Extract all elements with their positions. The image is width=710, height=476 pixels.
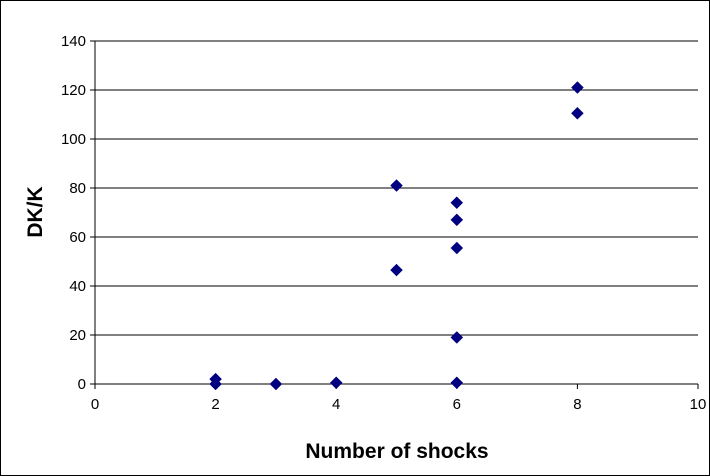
data-point [571,81,584,94]
data-point [390,263,403,277]
x-tick-label: 2 [211,396,219,413]
data-point [450,241,464,255]
x-tick-label: 0 [91,396,99,413]
gridlines [95,40,698,336]
data-point [269,377,283,391]
data-point [450,376,464,390]
data-point [450,331,464,344]
y-tick-label: 0 [78,376,86,393]
data-point [329,376,343,390]
x-tick-label: 10 [690,396,707,413]
axes [90,40,699,389]
x-tick-labels: 0 2 4 6 8 10 [91,396,707,413]
y-tick-label: 60 [69,229,86,246]
x-tick-label: 8 [573,396,581,413]
data-point [390,179,403,192]
y-tick-labels: 0 20 40 60 80 100 120 140 [61,33,86,393]
data-point [450,196,464,210]
x-axis-title: Number of shocks [305,440,488,463]
y-tick-label: 80 [69,180,86,197]
y-tick-label: 20 [69,327,86,344]
y-tick-label: 100 [61,131,86,148]
x-tick-label: 6 [453,396,461,413]
x-tick-label: 4 [332,396,340,413]
y-tick-label: 140 [61,33,86,50]
y-tick-label: 120 [61,82,86,99]
data-points [209,81,584,391]
data-point [571,106,584,120]
data-point [209,377,222,391]
y-tick-label: 40 [69,278,86,295]
data-point [450,213,464,227]
y-axis-title: DK/K [24,186,47,237]
